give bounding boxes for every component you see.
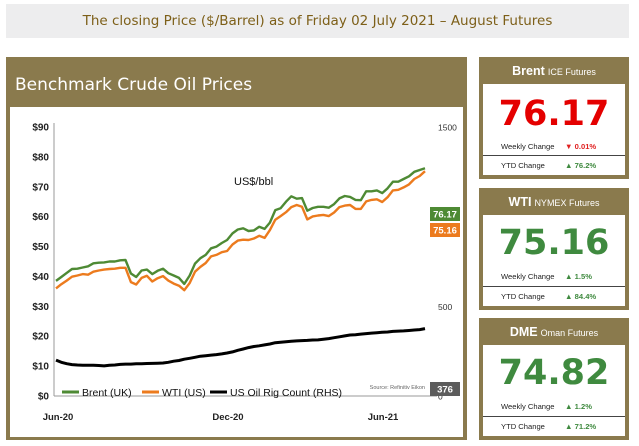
- wti-card-header: WTI NYMEX Futures: [479, 188, 629, 215]
- down-arrow-icon: ▼: [565, 142, 573, 151]
- left-tick-label: $90: [32, 123, 49, 134]
- right-tick-label: 0: [438, 392, 443, 402]
- wti-weekly-number: 1.5%: [574, 272, 592, 281]
- wti-card: WTI NYMEX Futures 75.16 Weekly Change ▲ 1…: [479, 188, 629, 310]
- brent-card-exchange: ICE Futures: [547, 67, 596, 77]
- left-tick-label: $50: [32, 242, 49, 253]
- wti-ytd-label: YTD Change: [501, 292, 545, 301]
- chart-area: $0$10$20$30$40$50$60$70$80$9005001000150…: [10, 107, 463, 437]
- brent-weekly-number: 0.01%: [574, 142, 597, 151]
- dme-card-body: 74.82 Weekly Change ▲ 1.2% YTD Change ▲ …: [483, 345, 625, 436]
- x-tick-label: Jun-21: [368, 412, 399, 423]
- wti-card-exchange: NYMEX Futures: [534, 198, 600, 208]
- up-arrow-icon: ▲: [565, 402, 573, 411]
- end-label-box: [430, 382, 460, 396]
- left-tick-label: $0: [38, 392, 50, 403]
- dme-card: DME Oman Futures 74.82 Weekly Change ▲ 1.…: [479, 318, 629, 440]
- up-arrow-icon: ▲: [565, 272, 573, 281]
- wti-ytd-value: ▲ 84.4%: [565, 292, 596, 301]
- dme-weekly-label: Weekly Change: [501, 402, 555, 411]
- right-tick-label: 500: [438, 302, 452, 312]
- end-label-value: 75.16: [433, 226, 457, 237]
- left-tick-label: $10: [32, 362, 49, 373]
- brent-weekly-label: Weekly Change: [501, 142, 555, 151]
- dme-price: 74.82: [498, 353, 610, 393]
- dme-card-header: DME Oman Futures: [479, 318, 629, 345]
- end-label-box: [430, 207, 460, 221]
- dme-card-exchange: Oman Futures: [540, 328, 599, 338]
- line-chart: $0$10$20$30$40$50$60$70$80$9005001000150…: [32, 123, 460, 423]
- dme-ytd-value: ▲ 71.2%: [565, 422, 596, 431]
- end-label-box: [430, 223, 460, 237]
- dme-ytd-label: YTD Change: [501, 422, 545, 431]
- brent-card-header: Brent ICE Futures: [479, 57, 629, 84]
- divider: [483, 416, 625, 417]
- chart-title: Benchmark Crude Oil Prices: [15, 75, 253, 95]
- up-arrow-icon: ▲: [565, 422, 573, 431]
- left-tick-label: $80: [32, 152, 49, 163]
- end-label-value: 376: [437, 385, 453, 396]
- wti-ytd-number: 84.4%: [574, 292, 597, 301]
- end-label-value: 76.17: [433, 210, 457, 221]
- x-tick-label: Jun-20: [43, 412, 74, 423]
- wti-card-name: WTI: [508, 195, 532, 209]
- chart-panel: Benchmark Crude Oil Prices $0 $10 $20 $30 $4…: [6, 57, 467, 440]
- dme-card-name: DME: [509, 325, 538, 339]
- left-tick-label: $40: [32, 272, 49, 283]
- left-tick-label: $20: [32, 332, 49, 343]
- brent-card-body: 76.17 Weekly Change ▼ 0.01% YTD Change ▲…: [483, 84, 625, 175]
- wti-price: 75.16: [498, 223, 610, 263]
- source-note: Source: Refinitiv Eikon: [370, 385, 425, 391]
- header-bar: The closing Price ($/Barrel) as of Frida…: [6, 4, 629, 38]
- brent-card: Brent ICE Futures 76.17 Weekly Change ▼ 0…: [479, 57, 629, 179]
- brent-card-name: Brent: [512, 64, 545, 78]
- legend-label: WTI (US): [162, 387, 206, 399]
- wti-weekly-label: Weekly Change: [501, 272, 555, 281]
- series-line-brent: [55, 167, 426, 286]
- legend-label: Brent (UK): [82, 387, 132, 399]
- brent-price: 76.17: [498, 94, 610, 134]
- x-tick-label: Dec-20: [212, 412, 243, 423]
- header-text: The closing Price ($/Barrel) as of Frida…: [82, 13, 553, 29]
- divider: [483, 286, 625, 287]
- legend-label: US Oil Rig Count (RHS): [230, 387, 342, 399]
- up-arrow-icon: ▲: [565, 161, 573, 170]
- divider: [483, 155, 625, 156]
- series-line-wti: [55, 170, 426, 292]
- up-arrow-icon: ▲: [565, 292, 573, 301]
- left-tick-label: $70: [32, 182, 49, 193]
- brent-ytd-value: ▲ 76.2%: [565, 161, 596, 170]
- series-line-rig-count: [55, 327, 426, 368]
- unit-label: US$/bbl: [234, 176, 273, 188]
- wti-card-body: 75.16 Weekly Change ▲ 1.5% YTD Change ▲ …: [483, 215, 625, 306]
- brent-weekly-value: ▼ 0.01%: [565, 142, 596, 151]
- left-tick-label: $30: [32, 302, 49, 313]
- dme-weekly-number: 1.2%: [574, 402, 592, 411]
- brent-ytd-number: 76.2%: [574, 161, 597, 170]
- brent-ytd-label: YTD Change: [501, 161, 545, 170]
- left-tick-label: $60: [32, 212, 49, 223]
- dme-ytd-number: 71.2%: [574, 422, 597, 431]
- right-tick-label: 1500: [438, 123, 457, 133]
- dme-weekly-value: ▲ 1.2%: [565, 402, 592, 411]
- wti-weekly-value: ▲ 1.5%: [565, 272, 592, 281]
